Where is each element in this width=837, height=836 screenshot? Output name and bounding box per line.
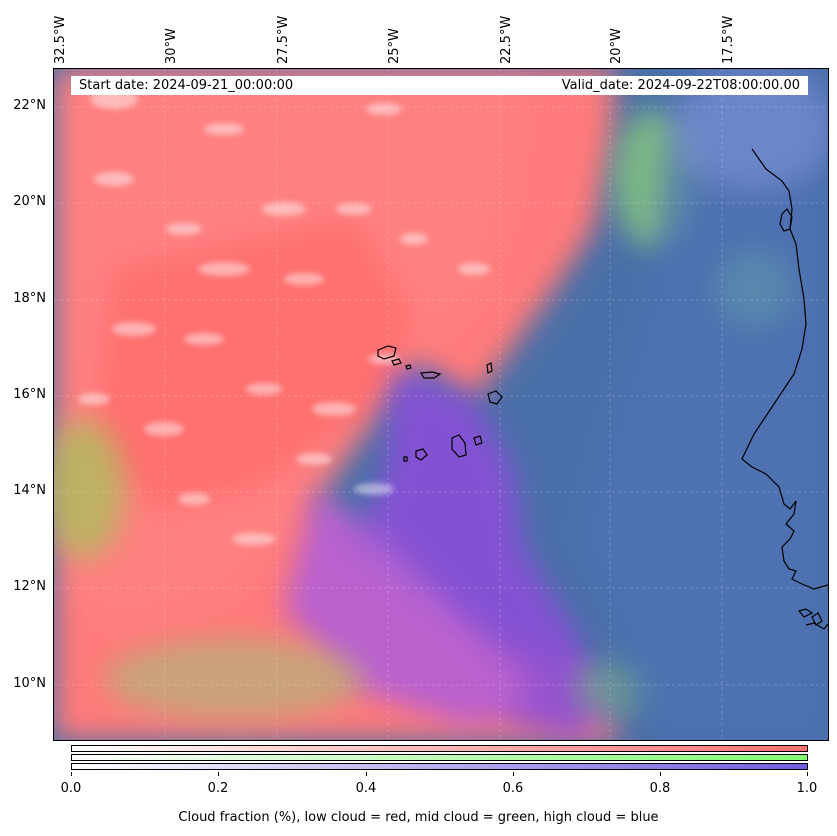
coast-bissagos-1 — [797, 608, 814, 618]
colorbar-tick-label: 1.0 — [796, 781, 818, 796]
colorbar-low-cloud-strip — [71, 745, 808, 752]
colorbar-tick-label: 0.2 — [207, 781, 229, 796]
lon-label-32.5w: 32.5°W — [53, 15, 68, 64]
island-santiago — [451, 434, 467, 458]
lon-label-25w: 25°W — [387, 28, 402, 64]
lon-label-20w: 20°W — [609, 28, 624, 64]
lon-label-27.5w: 27.5°W — [276, 15, 291, 64]
colorbar-tickmark — [807, 772, 808, 776]
colorbar-tickmark — [218, 772, 219, 776]
lon-label-17.5w: 17.5°W — [721, 15, 736, 64]
island-boa-vista — [487, 390, 503, 405]
colorbar-title: Cloud fraction (%), low cloud = red, mid… — [178, 810, 659, 825]
lat-label-14n: 14°N — [13, 483, 46, 498]
coast-bissagos-2 — [811, 612, 823, 626]
colorbar-tickmark — [513, 772, 514, 776]
colorbar-tick-label: 0.8 — [649, 781, 671, 796]
lat-label-18n: 18°N — [13, 291, 46, 306]
lon-label-30w: 30°W — [164, 28, 179, 64]
island-maio — [473, 435, 483, 446]
map-canvas — [54, 69, 828, 740]
lon-label-22.5w: 22.5°W — [499, 15, 514, 64]
coast-guinea-bissau — [805, 622, 828, 630]
high-cloud-east — [574, 69, 828, 740]
colorbar-tick-label: 0.4 — [355, 781, 377, 796]
lat-label-22n: 22°N — [13, 98, 46, 113]
island-fogo — [415, 448, 428, 461]
island-santo-antao — [377, 345, 397, 360]
island-santa-luzia — [405, 364, 412, 370]
start-date-text: Start date: 2024-09-21_00:00:00 — [79, 78, 294, 93]
island-sao-nicolau — [419, 371, 442, 379]
lat-label-12n: 12°N — [13, 579, 46, 594]
colorbar-tickmark — [660, 772, 661, 776]
valid-date-text: Valid_date: 2024-09-22T08:00:00.00 — [561, 78, 800, 93]
colorbar-tick-label: 0.6 — [502, 781, 524, 796]
island-sao-vicente — [391, 358, 402, 366]
cape-verde-islands — [377, 345, 503, 462]
date-info-bar: Start date: 2024-09-21_00:00:00 Valid_da… — [71, 76, 808, 95]
colorbar-high-cloud-strip — [71, 763, 808, 770]
coast-cap-blanc — [779, 208, 793, 232]
graticule — [54, 69, 828, 740]
colorbar-tickmark — [71, 772, 72, 776]
island-brava — [403, 456, 408, 462]
colorbar-tickmark — [366, 772, 367, 776]
cloud-fraction-map — [53, 68, 829, 741]
lat-label-16n: 16°N — [13, 387, 46, 402]
african-coastline — [741, 148, 828, 630]
colorbar-mid-cloud-strip — [71, 754, 808, 761]
coast-mauritania-senegal — [741, 148, 828, 590]
colorbar-tick-label: 0.0 — [60, 781, 82, 796]
lat-label-20n: 20°N — [13, 194, 46, 209]
lat-label-10n: 10°N — [13, 676, 46, 691]
island-sal — [486, 362, 493, 374]
